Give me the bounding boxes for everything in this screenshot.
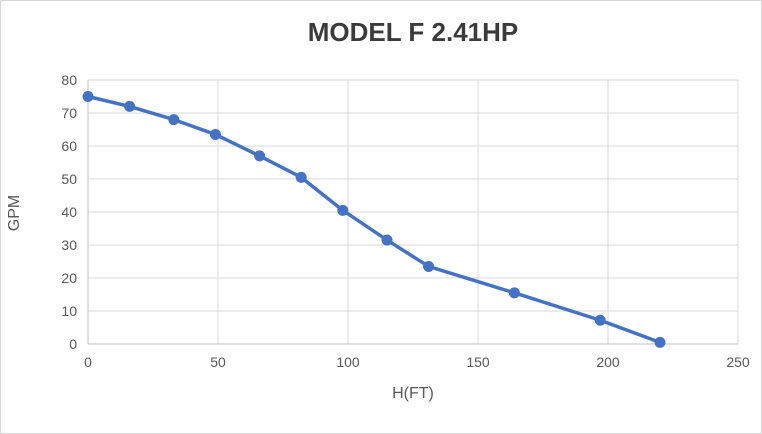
y-tick-label: 0 <box>69 336 77 352</box>
y-tick-label: 30 <box>61 237 77 253</box>
data-point[interactable] <box>423 260 435 272</box>
y-axis-title: GPM <box>6 194 23 232</box>
data-point[interactable] <box>381 234 393 246</box>
data-point[interactable] <box>82 91 94 102</box>
y-tick-label: 10 <box>61 303 77 319</box>
y-tick-label: 20 <box>61 270 77 286</box>
y-tick-label: 50 <box>61 171 77 187</box>
y-tick-label: 70 <box>61 105 77 121</box>
data-point[interactable] <box>295 171 307 183</box>
x-tick-label: 100 <box>336 354 360 370</box>
data-point[interactable] <box>168 114 180 126</box>
series-line[interactable] <box>86 94 662 345</box>
data-point[interactable] <box>254 150 266 162</box>
x-tick-label: 0 <box>84 354 92 370</box>
y-tick-label: 60 <box>61 138 77 154</box>
x-tick-label: 50 <box>210 354 226 370</box>
y-tick-label: 80 <box>61 72 77 88</box>
x-tick-label: 150 <box>466 354 490 370</box>
chart-title: MODEL F 2.41HP <box>307 17 519 47</box>
y-tick-label: 40 <box>61 204 77 220</box>
data-point[interactable] <box>337 204 349 216</box>
data-point[interactable] <box>654 336 666 348</box>
data-point[interactable] <box>508 287 520 299</box>
x-tick-label: 250 <box>726 354 750 370</box>
x-axis-title: H(FT) <box>392 385 434 402</box>
x-tick-label: 200 <box>596 354 620 370</box>
data-point[interactable] <box>124 100 136 112</box>
data-point[interactable] <box>594 314 606 326</box>
data-point[interactable] <box>209 128 221 140</box>
